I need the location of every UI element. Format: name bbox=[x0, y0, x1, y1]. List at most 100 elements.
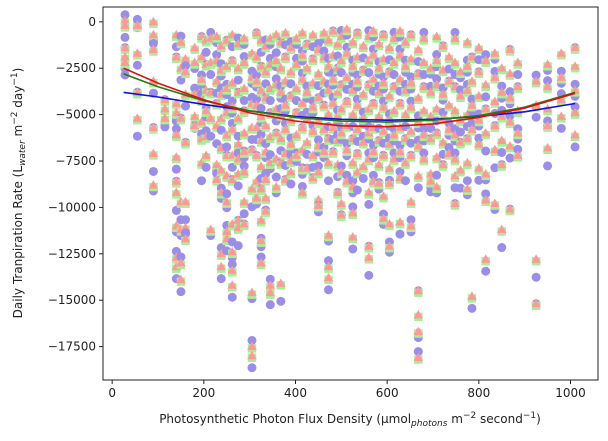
point-circle bbox=[513, 144, 523, 154]
y-tick-label: −5000 bbox=[55, 108, 96, 122]
point-triangle bbox=[342, 144, 352, 154]
point-triangle bbox=[328, 25, 338, 35]
point-triangle bbox=[406, 126, 416, 135]
point-circle bbox=[413, 347, 423, 357]
point-circle bbox=[216, 125, 226, 135]
point-triangle bbox=[328, 74, 338, 83]
point-triangle bbox=[358, 137, 369, 146]
point-circle bbox=[319, 46, 329, 56]
point-triangle bbox=[342, 48, 352, 57]
point-triangle bbox=[332, 187, 343, 196]
point-triangle bbox=[120, 15, 130, 25]
point-triangle bbox=[120, 42, 130, 52]
y-tick-label: −7500 bbox=[55, 154, 96, 168]
point-circle bbox=[239, 52, 249, 62]
point-triangle bbox=[176, 257, 186, 267]
point-circle bbox=[490, 163, 500, 173]
point-circle bbox=[450, 148, 460, 158]
point-circle bbox=[171, 124, 181, 134]
point-triangle bbox=[384, 42, 395, 52]
x-tick-label: 200 bbox=[192, 386, 215, 400]
point-triangle bbox=[239, 83, 249, 93]
point-triangle bbox=[425, 87, 436, 96]
point-triangle bbox=[364, 55, 374, 65]
point-triangle bbox=[496, 87, 507, 96]
point-triangle bbox=[332, 87, 343, 96]
point-triangle bbox=[505, 204, 515, 213]
point-triangle bbox=[352, 76, 363, 85]
point-triangle bbox=[531, 298, 541, 308]
point-circle bbox=[227, 259, 237, 269]
point-triangle bbox=[425, 63, 436, 72]
point-triangle bbox=[431, 55, 442, 65]
point-triangle bbox=[221, 35, 232, 44]
point-triangle bbox=[313, 68, 324, 78]
point-circle bbox=[352, 185, 362, 195]
point-circle bbox=[419, 148, 429, 158]
point-triangle bbox=[352, 100, 363, 109]
point-triangle bbox=[570, 61, 580, 70]
point-triangle bbox=[247, 144, 257, 154]
point-triangle bbox=[570, 42, 580, 52]
point-circle bbox=[176, 287, 186, 297]
point-triangle bbox=[364, 241, 374, 250]
point-circle bbox=[570, 79, 580, 89]
point-triangle bbox=[531, 76, 541, 85]
point-triangle bbox=[216, 261, 227, 271]
point-circle bbox=[239, 96, 249, 106]
point-triangle bbox=[323, 109, 334, 118]
point-circle bbox=[497, 81, 507, 91]
point-triangle bbox=[400, 109, 411, 118]
point-circle bbox=[256, 252, 266, 262]
point-triangle bbox=[189, 57, 200, 67]
point-triangle bbox=[480, 254, 491, 263]
point-triangle bbox=[542, 59, 553, 68]
point-triangle bbox=[384, 90, 395, 100]
point-triangle bbox=[431, 152, 442, 161]
point-triangle bbox=[490, 72, 500, 81]
point-circle bbox=[132, 131, 142, 141]
point-triangle bbox=[221, 83, 232, 93]
point-triangle bbox=[438, 89, 448, 98]
point-triangle bbox=[374, 178, 384, 187]
x-tick-label: 600 bbox=[376, 386, 399, 400]
point-circle bbox=[556, 123, 566, 133]
point-circle bbox=[348, 202, 358, 212]
point-circle bbox=[406, 96, 416, 106]
point-triangle bbox=[336, 103, 347, 113]
fit-line bbox=[123, 73, 576, 123]
point-triangle bbox=[308, 150, 318, 159]
point-triangle bbox=[342, 24, 352, 33]
point-triangle bbox=[132, 20, 143, 29]
point-triangle bbox=[180, 66, 191, 76]
point-triangle bbox=[462, 183, 473, 193]
point-circle bbox=[364, 270, 374, 280]
point-triangle bbox=[352, 124, 363, 133]
point-circle bbox=[543, 76, 553, 86]
point-triangle bbox=[368, 50, 379, 59]
point-triangle bbox=[413, 352, 424, 362]
point-triangle bbox=[395, 98, 405, 107]
point-triangle bbox=[256, 235, 266, 245]
point-triangle bbox=[570, 107, 580, 117]
point-circle bbox=[342, 170, 352, 180]
point-circle bbox=[531, 112, 541, 122]
point-circle bbox=[212, 50, 222, 60]
point-triangle bbox=[251, 122, 262, 131]
point-triangle bbox=[395, 74, 405, 83]
point-circle bbox=[474, 133, 484, 143]
point-triangle bbox=[512, 150, 523, 159]
point-circle bbox=[556, 66, 566, 76]
point-circle bbox=[148, 166, 158, 176]
point-triangle bbox=[352, 27, 363, 37]
y-axis-label: Daily Tranpiration Rate (Lwater m−2 day−… bbox=[10, 68, 28, 319]
point-triangle bbox=[319, 124, 329, 133]
point-triangle bbox=[297, 187, 308, 196]
point-triangle bbox=[251, 27, 262, 37]
point-triangle bbox=[462, 133, 473, 143]
point-triangle bbox=[425, 111, 436, 120]
point-circle bbox=[456, 85, 465, 95]
point-circle bbox=[239, 161, 249, 171]
point-triangle bbox=[319, 27, 329, 37]
point-triangle bbox=[239, 146, 249, 156]
